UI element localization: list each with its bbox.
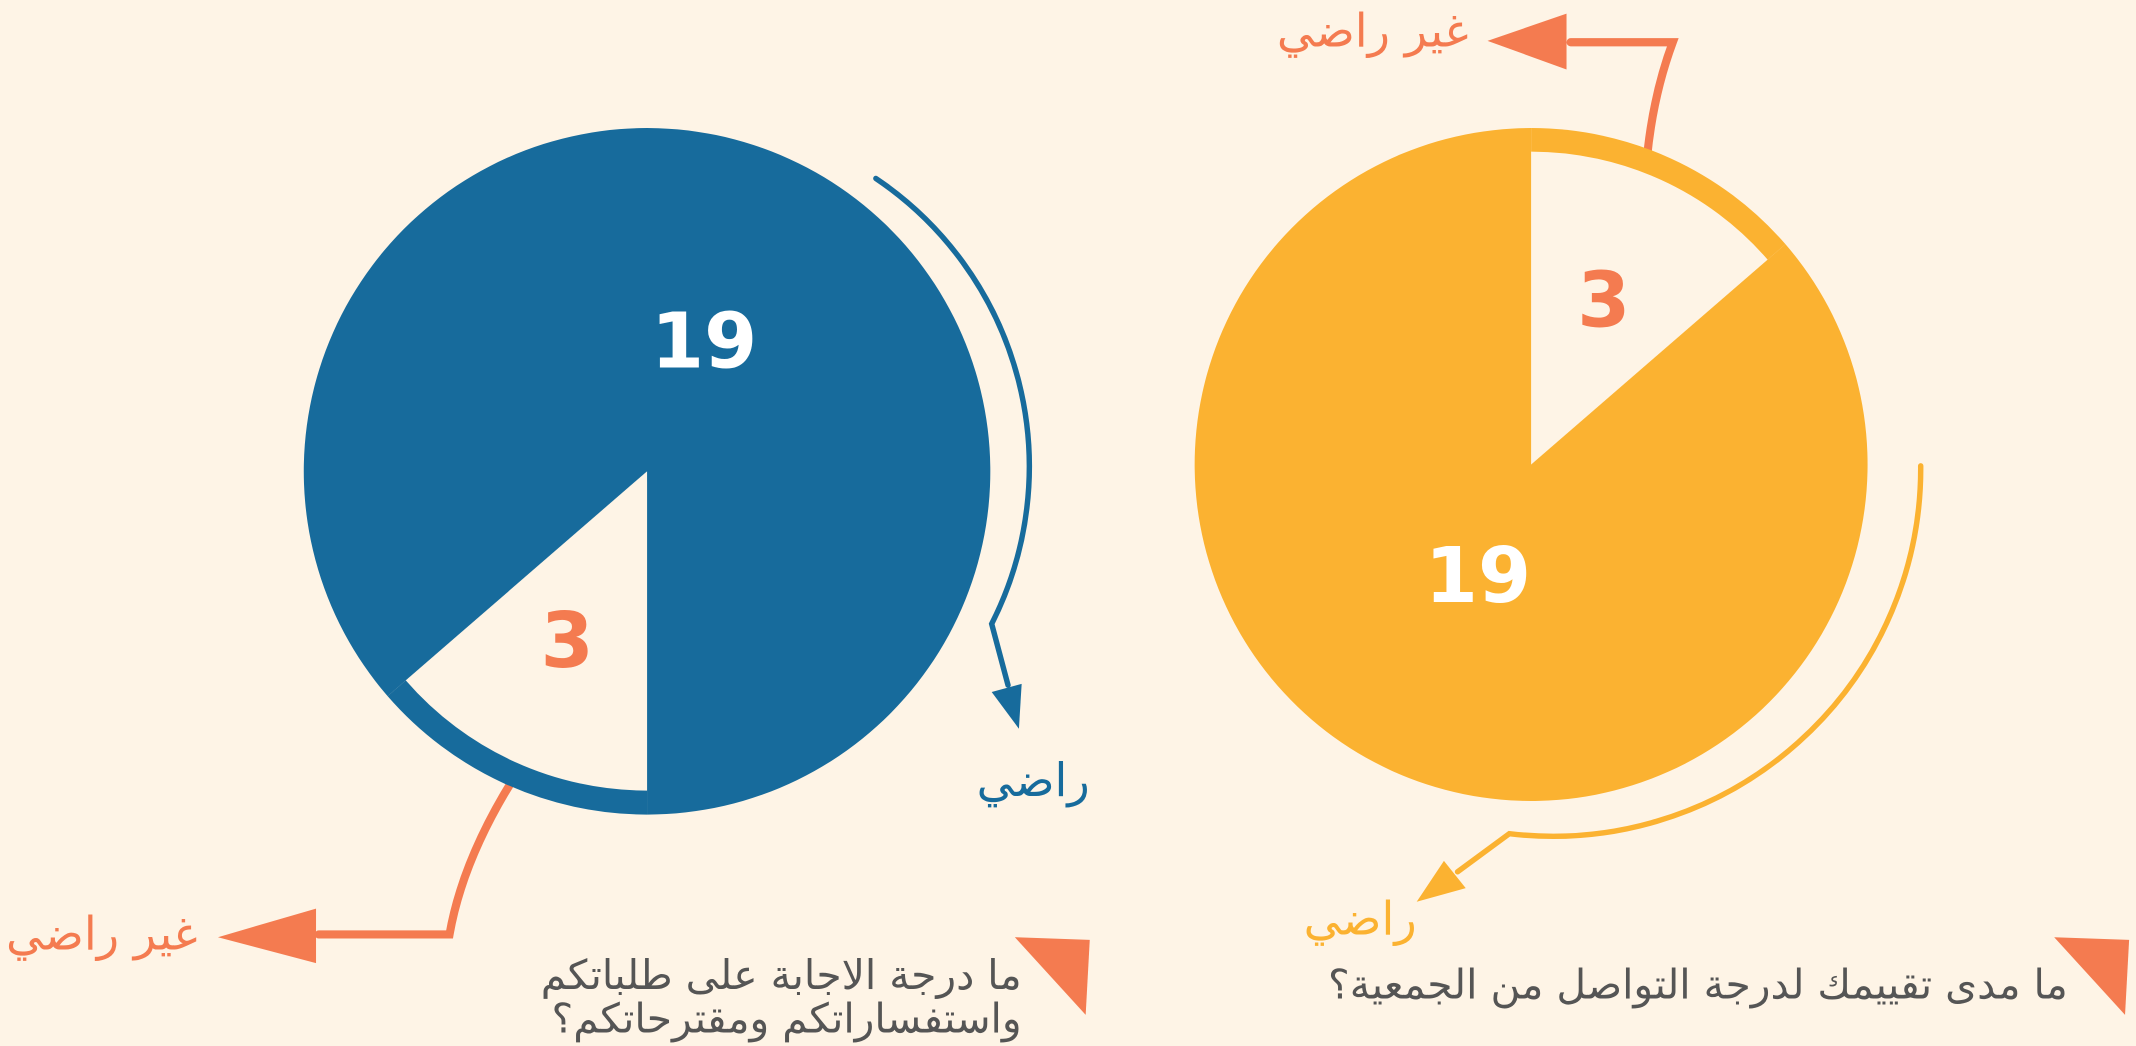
arrowhead [217,908,317,964]
content: 19 3 راضي غير راضي ما درجة الاجابة على طلبات… [6,4,2130,1043]
category-label: راضي [1304,892,1417,947]
pie-slice [1531,151,1768,465]
title-marker [1014,937,1090,1015]
chart-title: ما درجة الاجابة على طلباتكم [541,951,1022,999]
arrow [873,175,1033,688]
arrow [1454,463,1924,875]
value-label: 3 [1577,255,1630,344]
chart-title: واستفساراتكم ومقترحاتكم؟ [552,995,1022,1043]
pie-slice [405,471,648,791]
title-marker [2054,937,2130,1015]
arrowhead [1416,860,1466,902]
arrowhead [1487,13,1567,70]
pie-slice [303,128,991,815]
value-label: 3 [541,596,594,685]
category-label: راضي [977,753,1090,808]
arrowhead [991,683,1022,729]
category-label: غير راضي [1277,4,1469,59]
chart-title: ما مدى تقييمك لدرجة التواصل من الجمعية؟ [1328,961,2068,1009]
pie-slice [1194,128,1868,801]
category-label: غير راضي [6,907,198,962]
value-label: 19 [651,296,757,385]
value-label: 19 [1425,531,1531,620]
